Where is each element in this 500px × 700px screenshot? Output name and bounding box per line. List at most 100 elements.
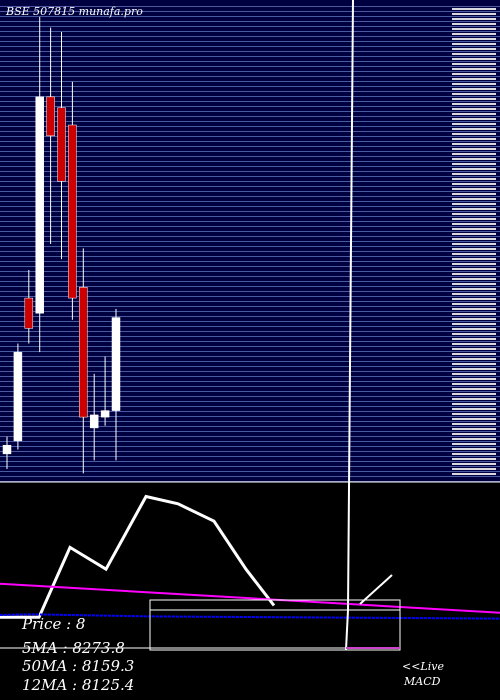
price-tick [452, 408, 496, 410]
price-tick [452, 353, 496, 355]
price-tick [452, 333, 496, 335]
price-tick [452, 328, 496, 330]
candle-body [57, 107, 66, 182]
price-tick [452, 48, 496, 50]
price-tick [452, 208, 496, 210]
price-tick [452, 33, 496, 35]
candle-body [89, 414, 99, 429]
price-tick [452, 198, 496, 200]
candle-body [24, 297, 34, 329]
price-tick [452, 428, 496, 430]
macd-label: MACD [403, 675, 441, 688]
candles [2, 16, 121, 474]
price-tick [452, 348, 496, 350]
price-tick [452, 403, 496, 405]
signal-line [0, 582, 500, 614]
price-tick [452, 38, 496, 40]
price-tick [452, 153, 496, 155]
price-tick [452, 473, 496, 475]
price-tick [452, 43, 496, 45]
price-tick [452, 443, 496, 445]
price-tick [452, 383, 496, 385]
price-tick [452, 93, 496, 95]
price-tick [452, 378, 496, 380]
price-tick [452, 228, 496, 230]
ma5-readout: 5MA : 8273.8 [22, 639, 125, 657]
price-tick [452, 128, 496, 130]
price-tick [452, 263, 496, 265]
info-box [149, 599, 401, 651]
price-tick [452, 173, 496, 175]
price-tick [452, 338, 496, 340]
price-tick [452, 248, 496, 250]
price-tick [452, 223, 496, 225]
price-tick [452, 283, 496, 285]
price-tick [452, 268, 496, 270]
price-tick [452, 423, 496, 425]
price-tick [452, 123, 496, 125]
price-tick [452, 218, 496, 220]
price-tick [452, 13, 496, 15]
price-tick [452, 358, 496, 360]
price-tick [452, 308, 496, 310]
macd-line [0, 494, 276, 619]
price-tick [452, 233, 496, 235]
price-tick [452, 98, 496, 100]
ma12-readout: 12MA : 8125.4 [22, 676, 134, 694]
price-tick [452, 18, 496, 20]
price-tick [452, 393, 496, 395]
candle-body [46, 96, 55, 137]
price-tick [452, 178, 496, 180]
price-tick [452, 318, 496, 320]
chart-title: BSE 507815 munafa.pro [5, 5, 143, 18]
price-tick [452, 363, 496, 365]
price-tick [452, 183, 496, 185]
price-tick [452, 458, 496, 460]
histogram-baseline [0, 613, 500, 620]
price-tick [452, 88, 496, 90]
price-tick [452, 163, 496, 165]
price-tick [452, 373, 496, 375]
price-tick [452, 8, 496, 10]
price-tick [452, 78, 496, 80]
candle-body [79, 287, 88, 418]
candle-body [68, 124, 77, 299]
price-tick [452, 253, 496, 255]
price-tick [452, 413, 496, 415]
candle-body [100, 410, 110, 418]
price-tick [452, 343, 496, 345]
price-tick [452, 118, 496, 120]
price-tick [452, 293, 496, 295]
price-tick [452, 193, 496, 195]
candle-body [35, 96, 44, 314]
price-tick [452, 298, 496, 300]
price-tick [452, 213, 496, 215]
ma50-readout: 50MA : 8159.3 [22, 657, 134, 675]
price-tick [452, 158, 496, 160]
price-tick [452, 168, 496, 170]
price-tick [452, 368, 496, 370]
cursor-line [347, 0, 354, 611]
price-tick [452, 398, 496, 400]
price-tick [452, 278, 496, 280]
price-tick [452, 113, 496, 115]
price-readout: Price : 8 [21, 615, 85, 633]
price-tick [452, 138, 496, 140]
macd-line-tail [359, 574, 393, 605]
price-tick [452, 463, 496, 465]
live-link[interactable]: <<Live [402, 660, 444, 673]
price-tick [452, 238, 496, 240]
price-tick [452, 438, 496, 440]
price-tick [452, 243, 496, 245]
price-tick [452, 143, 496, 145]
price-tick [452, 53, 496, 55]
price-axis-ticks [452, 8, 496, 475]
price-tick [452, 63, 496, 65]
price-tick [452, 258, 496, 260]
price-tick [452, 388, 496, 390]
price-tick [452, 23, 496, 25]
price-tick [452, 73, 496, 75]
macd-panel [0, 494, 500, 620]
